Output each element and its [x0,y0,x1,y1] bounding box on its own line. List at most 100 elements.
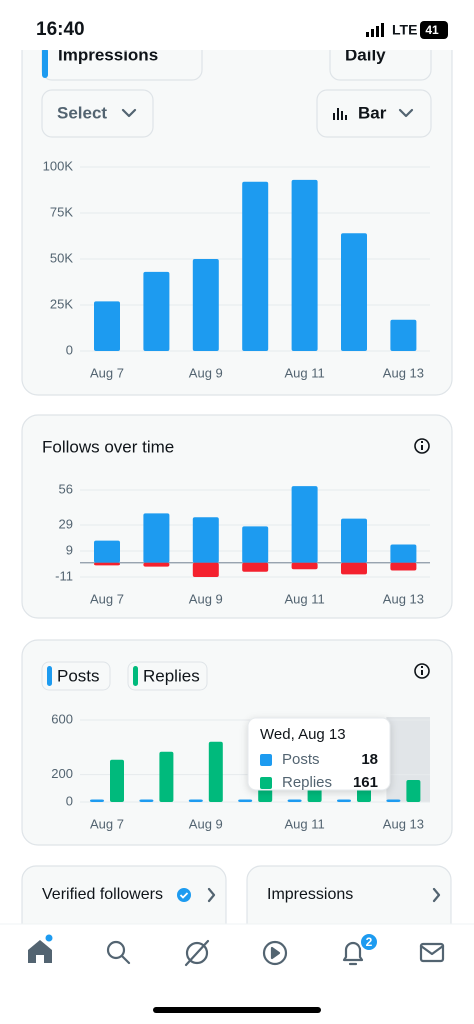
metric: Impressions [58,45,158,64]
signal [366,23,384,37]
bar [143,513,170,563]
period: Daily [345,45,386,64]
y-tick-label: 600 [51,711,73,726]
y-tick-label: 100K [43,158,74,173]
bar [192,517,219,563]
x-tick-label: Aug 11 [284,591,324,606]
chart-title: Follows over time [42,437,174,456]
bar [341,233,367,351]
x-tick-label: Aug 13 [383,816,424,831]
bar [110,759,124,802]
bar [208,741,223,802]
info-icon[interactable] [414,438,430,454]
bar [386,799,401,802]
notifications-icon[interactable] [342,941,364,966]
info-icon[interactable] [414,663,430,679]
bar [341,518,367,563]
bar [242,526,269,563]
tooltip-value: 161 [353,774,378,791]
legend-marker [47,666,52,686]
card-title: Impressions [267,886,353,903]
x-tick-label: Aug 11 [284,816,324,831]
grok-icon[interactable] [184,939,210,967]
battery-level: 41 [425,23,439,37]
bar [94,562,120,566]
bar [94,540,120,563]
home-icon[interactable] [28,940,52,963]
network: LTE [392,22,417,38]
bar [390,562,417,571]
bar [242,181,269,351]
bar [94,301,120,351]
x-tick-label: Aug 7 [90,816,124,831]
select: Select [57,103,107,122]
tooltip-marker [260,777,272,789]
messages-icon[interactable] [419,942,445,963]
badge-count: 2 [366,935,373,949]
y-tick-label: 75K [50,204,73,219]
time: 16:40 [36,19,85,40]
y-tick-label: -11 [55,568,73,583]
badge [359,932,379,952]
x-tick-label: Aug 9 [189,816,223,831]
battery [420,21,448,39]
home-dot [45,934,53,942]
bar [390,319,417,351]
legend: Posts Replies [41,661,208,691]
x-tick-label: Aug 9 [189,591,223,606]
check [179,892,189,899]
info-dot [421,666,423,668]
metric-marker [42,48,48,78]
tooltip-label: Posts [282,751,320,768]
home-indicator [153,1007,321,1013]
y-tick-label: 50K [50,250,73,265]
select-dropdown[interactable] [41,89,154,138]
card [21,639,453,846]
bar-icon [333,108,347,120]
card-title: Verified followers [42,886,163,903]
chevron [121,108,137,118]
bar [143,271,170,351]
y-tick-label: 56 [59,481,73,496]
status-mask [0,0,474,50]
y-tick-label: 25K [50,296,73,311]
y-tick-label: 200 [51,766,73,781]
bar [291,179,318,351]
y-tick-label: 9 [66,542,73,557]
search-icon[interactable] [106,940,131,965]
bar [337,799,351,802]
legend-item [127,661,208,691]
bar [192,562,219,578]
bar [139,799,154,802]
chevron [207,887,216,903]
bar [143,562,170,567]
bar [192,259,219,351]
tooltip-value: 18 [361,751,378,768]
legend-label: Posts [57,666,100,685]
chevron [398,108,414,118]
legend-label: Replies [143,666,200,685]
tooltip [247,717,391,791]
bar [406,779,421,802]
verified-badge [177,888,191,902]
chart-style: Bar [358,103,387,122]
bar [291,562,318,570]
legend-marker [133,666,138,686]
bar [287,799,302,802]
bar [291,486,318,563]
x-tick-label: Aug 7 [90,365,124,380]
x-tick-label: Aug 11 [284,365,324,380]
chevron [432,887,441,903]
x-tick-label: Aug 13 [383,365,424,380]
info-dot [421,445,423,450]
bar [188,799,203,802]
tooltip-label: Replies [282,774,332,791]
plots: 0 25K 50K 75K 100K Aug 7 Aug 9 Aug 11 Aug 13 -11 9… [43,158,430,831]
video-icon[interactable] [262,940,288,966]
x-tick-label: Aug 7 [90,591,124,606]
bar [90,799,104,802]
chart-style-dropdown[interactable] [316,89,432,138]
y-tick-label: 29 [59,516,73,531]
y-tick-label: 0 [66,342,73,357]
